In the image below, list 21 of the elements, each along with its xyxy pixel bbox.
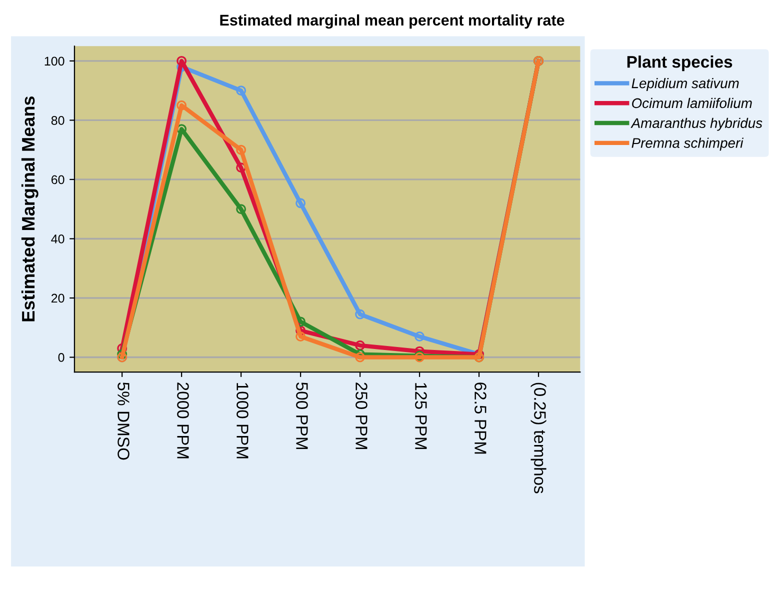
x-tick-label: (0.25) temphos (530, 382, 546, 494)
y-tick-label: 80 (51, 116, 64, 125)
x-tick-label: 250 PPM (356, 382, 368, 449)
x-tick-label: 125 PPM (415, 383, 427, 449)
y-tick-label: 60 (51, 175, 64, 184)
legend-label: Premna schimperi (632, 138, 744, 151)
x-tick-label: 500 PPM (296, 382, 308, 449)
legend-title: Plant species (627, 56, 732, 72)
x-tick-label: 2000 PPM (177, 382, 189, 458)
y-tick-label: 40 (51, 234, 64, 244)
y-axis-title: Estimated Marginal Means (21, 96, 38, 322)
y-tick-label: 0 (58, 353, 64, 362)
x-tick-label: 5% DMSO (118, 382, 130, 460)
y-tick-label: 20 (51, 294, 64, 303)
legend-label: Amaranthus hybridus (630, 118, 762, 131)
x-tick-label: 62.5 PPM (474, 382, 486, 454)
x-tick-label: 1000 PPM (236, 383, 248, 458)
chart-title: Estimated marginal mean percent mortality rate (220, 14, 564, 29)
y-tick-label: 100 (44, 56, 64, 66)
legend-label: Ocimum lamiifolium (632, 98, 752, 108)
legend-label: Lepidium sativum (632, 78, 739, 91)
